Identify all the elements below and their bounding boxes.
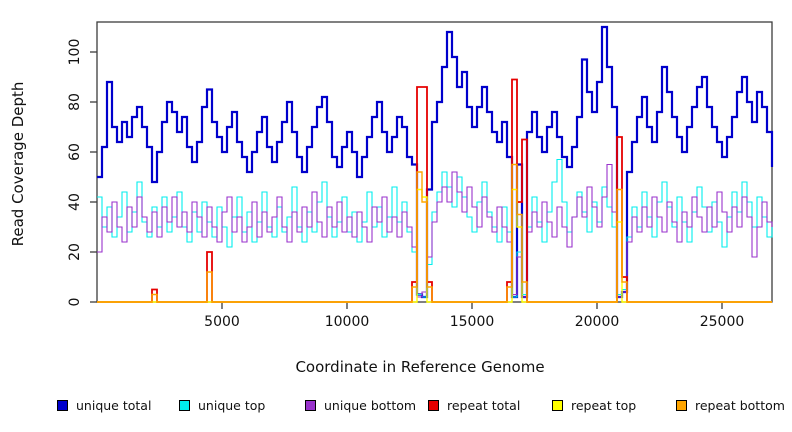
legend-label: repeat bottom <box>695 398 785 413</box>
legend-item-repeat-top: repeat top <box>552 398 636 413</box>
legend-item-repeat-total: repeat total <box>428 398 520 413</box>
unique-top-swatch-icon <box>179 400 190 411</box>
legend-item-unique-top: unique top <box>179 398 265 413</box>
legend-item-unique-bottom: unique bottom <box>305 398 416 413</box>
series-line-repeat-total <box>97 78 772 303</box>
y-tick-label: 40 <box>67 193 83 211</box>
legend-label: repeat total <box>447 398 521 413</box>
legend-label: unique top <box>198 398 266 413</box>
series-line-unique-total <box>97 25 774 299</box>
x-tick-label: 5000 <box>204 314 240 330</box>
series-line-unique-bottom <box>97 163 773 298</box>
y-tick-label: 60 <box>67 143 83 161</box>
x-axis-title-text: Coordinate in Reference Genome <box>295 358 545 376</box>
x-tick-label: 10000 <box>325 314 370 330</box>
legend-label: repeat top <box>571 398 637 413</box>
repeat-bottom-swatch-icon <box>676 400 687 411</box>
x-tick-label: 15000 <box>450 314 495 330</box>
unique-bottom-swatch-icon <box>305 400 316 411</box>
plot-border <box>96 21 773 303</box>
y-tick-label: 80 <box>67 93 83 111</box>
y-axis-title: Read Coverage Depth <box>9 64 27 264</box>
legend-item-repeat-bottom: repeat bottom <box>676 398 785 413</box>
legend-label: unique bottom <box>324 398 417 413</box>
series-line-repeat-bottom <box>97 163 772 303</box>
legend-item-unique-total: unique total <box>57 398 151 413</box>
series-line-repeat-top <box>97 188 772 303</box>
x-axis-title: Coordinate in Reference Genome <box>0 358 792 376</box>
series-line-unique-top <box>97 158 773 298</box>
legend-label: unique total <box>76 398 152 413</box>
y-axis-title-text: Read Coverage Depth <box>9 81 27 247</box>
repeat-top-swatch-icon <box>552 400 563 411</box>
x-tick-label: 20000 <box>575 314 620 330</box>
y-tick-label: 0 <box>67 298 83 307</box>
x-tick-label: 25000 <box>700 314 745 330</box>
y-tick-label: 100 <box>67 39 83 66</box>
repeat-total-swatch-icon <box>428 400 439 411</box>
y-tick-label: 20 <box>67 243 83 261</box>
unique-total-swatch-icon <box>57 400 68 411</box>
